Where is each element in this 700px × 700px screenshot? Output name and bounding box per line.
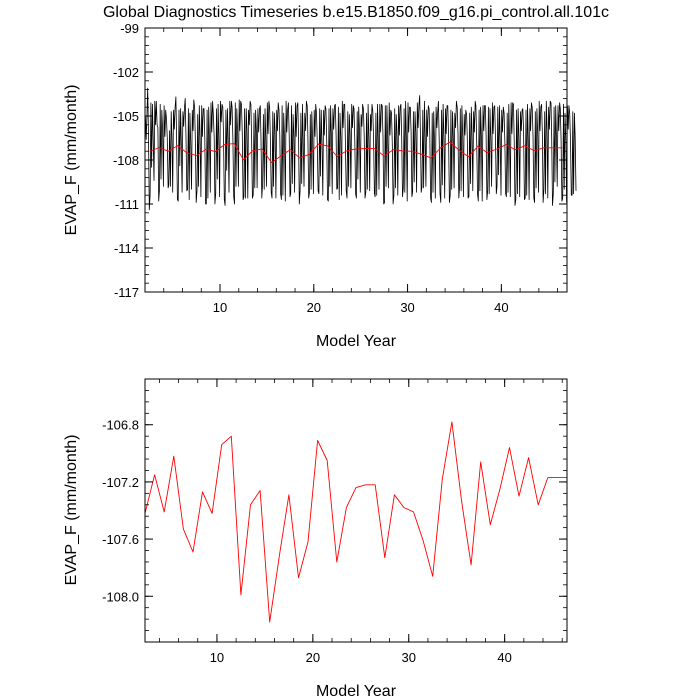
bottom-x-tick-label: 30 <box>402 650 416 665</box>
bottom-y-tick-label: -108.0 <box>102 589 139 604</box>
top-x-tick-label: 40 <box>494 300 508 315</box>
top-y-tick-label: -108 <box>113 153 139 168</box>
bottom-y-tick-label: -107.2 <box>102 475 139 490</box>
bottom-plot-frame <box>144 378 568 643</box>
top-x-tick-label: 30 <box>400 300 414 315</box>
top-x-tick-label: 20 <box>307 300 321 315</box>
bottom-series-annual-mean-line <box>144 421 567 623</box>
top-y-tick-label: -105 <box>113 109 139 124</box>
bottom-y-tick-label: -106.8 <box>102 418 139 433</box>
top-y-tick-label: -111 <box>115 197 139 212</box>
bottom-x-tick-label: 40 <box>497 650 511 665</box>
top-y-axis-label: EVAP_F (mm/month) <box>63 85 80 236</box>
top-x-tick-label: 10 <box>213 300 227 315</box>
figure-title: Global Diagnostics Timeseries b.e15.B185… <box>103 4 609 21</box>
top-y-tick-label: -117 <box>114 285 139 300</box>
top-series-monthly-line <box>145 87 577 211</box>
bottom-x-tick-label: 10 <box>210 650 224 665</box>
bottom-x-tick-label: 20 <box>306 650 320 665</box>
top-y-tick-label: -114 <box>114 241 139 256</box>
top-chart: 10 20 30 40 -99 -102 -105 -108 -111 -114 -117 Mode… <box>63 21 577 350</box>
top-y-tick-label: -99 <box>120 21 139 36</box>
bottom-y-tick-label: -107.6 <box>102 532 139 547</box>
bottom-y-axis-label: EVAP_F (mm/month) <box>63 435 80 586</box>
top-x-axis-label: Model Year <box>316 333 397 350</box>
top-y-tick-label: -102 <box>113 65 139 80</box>
bottom-chart: 10 20 30 40 -106.8 -107.2 -107.6 -108.0 Model Y… <box>63 378 568 700</box>
top-series-annual-mean-line <box>149 141 563 164</box>
bottom-x-axis-label: Model Year <box>316 683 397 700</box>
